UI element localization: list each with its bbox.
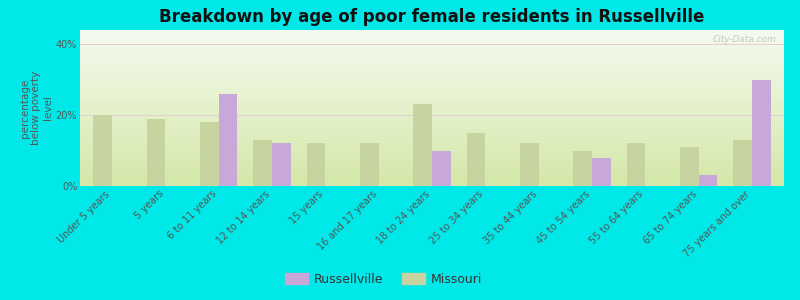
Bar xyxy=(752,80,770,186)
Bar xyxy=(520,143,538,186)
Text: City-Data.com: City-Data.com xyxy=(713,35,777,44)
Bar xyxy=(734,140,752,186)
Bar xyxy=(218,94,238,186)
Title: Breakdown by age of poor female residents in Russellville: Breakdown by age of poor female resident… xyxy=(159,8,705,26)
Bar xyxy=(698,176,718,186)
Y-axis label: percentage
below poverty
level: percentage below poverty level xyxy=(20,71,53,145)
Bar xyxy=(592,158,610,186)
Bar xyxy=(414,104,432,186)
Bar xyxy=(466,133,486,186)
Bar xyxy=(306,143,326,186)
Bar xyxy=(360,143,378,186)
Bar xyxy=(94,115,112,186)
Bar xyxy=(254,140,272,186)
Bar xyxy=(432,151,450,186)
Bar xyxy=(200,122,218,186)
Bar xyxy=(146,118,166,186)
Legend: Russellville, Missouri: Russellville, Missouri xyxy=(281,268,487,291)
Bar xyxy=(680,147,698,186)
Bar xyxy=(574,151,592,186)
Bar xyxy=(626,143,646,186)
Bar xyxy=(272,143,290,186)
